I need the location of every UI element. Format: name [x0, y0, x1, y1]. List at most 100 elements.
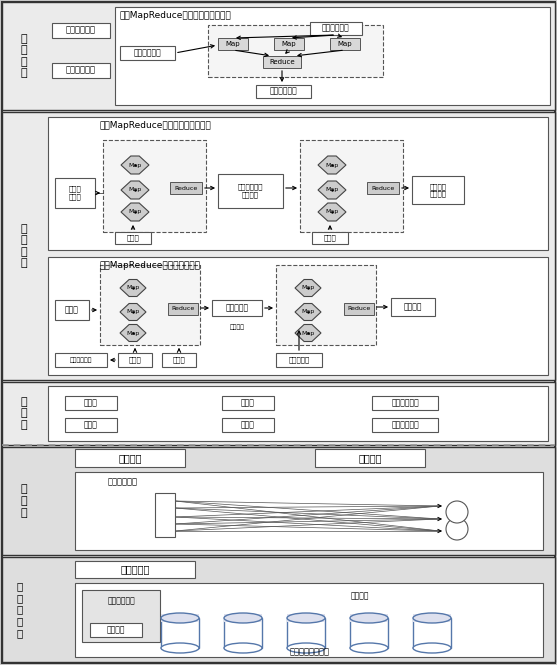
FancyBboxPatch shape — [2, 382, 555, 445]
Polygon shape — [318, 156, 346, 174]
FancyBboxPatch shape — [65, 396, 117, 410]
Polygon shape — [121, 156, 149, 174]
FancyBboxPatch shape — [330, 38, 360, 50]
Text: Reduce: Reduce — [269, 59, 295, 65]
Ellipse shape — [161, 643, 199, 653]
Text: 网络资源: 网络资源 — [107, 626, 125, 634]
Text: Map: Map — [325, 209, 339, 215]
Text: 测试集: 测试集 — [126, 235, 139, 241]
Text: 资源管理: 资源管理 — [358, 453, 382, 463]
FancyBboxPatch shape — [344, 303, 374, 315]
Text: 基于MapReduce免疫网络的构建: 基于MapReduce免疫网络的构建 — [100, 261, 201, 271]
Text: 成熟检
测器集: 成熟检 测器集 — [69, 186, 81, 200]
Text: Map: Map — [128, 209, 141, 215]
Text: 交叉变异: 交叉变异 — [229, 325, 245, 330]
Text: 基于MapReduce免疫网络的病毒检测: 基于MapReduce免疫网络的病毒检测 — [120, 11, 232, 21]
Text: 并行数据处理: 并行数据处理 — [108, 477, 138, 487]
Text: 硬件基础设施: 硬件基础设施 — [107, 597, 135, 606]
FancyBboxPatch shape — [100, 265, 200, 345]
FancyBboxPatch shape — [287, 614, 325, 622]
Text: 免疫网络: 免疫网络 — [404, 303, 422, 311]
FancyBboxPatch shape — [115, 7, 550, 105]
FancyBboxPatch shape — [52, 63, 110, 78]
FancyBboxPatch shape — [263, 56, 301, 68]
Text: Reduce: Reduce — [172, 307, 194, 311]
Text: Reduce: Reduce — [174, 186, 198, 190]
Text: 基
础
设
施
层: 基 础 设 施 层 — [17, 581, 23, 638]
Circle shape — [446, 501, 468, 523]
Text: 细
胞
库: 细 胞 库 — [21, 397, 27, 430]
Text: 基于MapReduce免疫网络的动态平衡: 基于MapReduce免疫网络的动态平衡 — [100, 122, 212, 130]
Text: Map: Map — [325, 162, 339, 168]
Text: 免
疫
网
络: 免 疫 网 络 — [21, 223, 27, 269]
FancyBboxPatch shape — [75, 449, 185, 467]
FancyBboxPatch shape — [372, 418, 438, 432]
Polygon shape — [295, 325, 321, 342]
Text: 未成熟检测器: 未成熟检测器 — [70, 357, 92, 363]
FancyBboxPatch shape — [168, 303, 198, 315]
Ellipse shape — [350, 613, 388, 623]
Text: 虚拟化服务: 虚拟化服务 — [120, 564, 150, 574]
Text: Map: Map — [325, 188, 339, 192]
Ellipse shape — [224, 643, 262, 653]
FancyBboxPatch shape — [103, 140, 206, 232]
FancyBboxPatch shape — [412, 176, 464, 204]
Text: 自我集: 自我集 — [84, 398, 98, 408]
Text: 病
毒
检
测: 病 毒 检 测 — [21, 34, 27, 78]
Text: Map: Map — [128, 188, 141, 192]
Text: 任务调度: 任务调度 — [118, 453, 141, 463]
FancyBboxPatch shape — [55, 300, 89, 320]
Text: Map: Map — [126, 285, 140, 291]
Text: 记忆检测器集: 记忆检测器集 — [133, 49, 161, 57]
FancyBboxPatch shape — [391, 298, 435, 316]
Ellipse shape — [413, 613, 451, 623]
Text: Map: Map — [282, 41, 296, 47]
FancyBboxPatch shape — [312, 232, 348, 244]
Polygon shape — [120, 279, 146, 297]
FancyBboxPatch shape — [350, 614, 388, 622]
Text: 成熟检测器: 成熟检测器 — [289, 356, 310, 363]
Text: Map: Map — [338, 41, 353, 47]
Polygon shape — [318, 181, 346, 199]
FancyBboxPatch shape — [82, 590, 160, 642]
Text: 可疑样本文件: 可疑样本文件 — [322, 23, 350, 33]
FancyBboxPatch shape — [48, 257, 548, 375]
Polygon shape — [121, 203, 149, 221]
FancyBboxPatch shape — [161, 614, 199, 622]
FancyBboxPatch shape — [300, 140, 403, 232]
FancyBboxPatch shape — [120, 46, 175, 60]
Ellipse shape — [224, 613, 262, 623]
FancyBboxPatch shape — [90, 623, 142, 637]
Polygon shape — [295, 279, 321, 297]
Text: Map: Map — [301, 285, 315, 291]
Text: 记忆检测器集: 记忆检测器集 — [391, 420, 419, 430]
Text: Map: Map — [128, 162, 141, 168]
FancyBboxPatch shape — [350, 618, 388, 648]
Text: 成熟检测器集: 成熟检测器集 — [391, 398, 419, 408]
FancyBboxPatch shape — [256, 85, 311, 98]
FancyBboxPatch shape — [75, 583, 543, 657]
FancyBboxPatch shape — [2, 557, 555, 662]
FancyBboxPatch shape — [287, 618, 325, 648]
FancyBboxPatch shape — [48, 117, 548, 250]
FancyBboxPatch shape — [372, 396, 438, 410]
Polygon shape — [318, 203, 346, 221]
FancyBboxPatch shape — [52, 23, 110, 38]
FancyBboxPatch shape — [413, 614, 451, 622]
Text: 平
台
层: 平 台 层 — [21, 484, 27, 517]
FancyBboxPatch shape — [55, 178, 95, 208]
Text: 数据中心物理设备: 数据中心物理设备 — [290, 647, 330, 656]
Text: Map: Map — [226, 41, 240, 47]
Text: 输出记忆
检测器集: 输出记忆 检测器集 — [429, 183, 447, 197]
FancyBboxPatch shape — [2, 447, 555, 555]
FancyBboxPatch shape — [118, 353, 152, 367]
Circle shape — [446, 518, 468, 540]
FancyBboxPatch shape — [161, 618, 199, 648]
Ellipse shape — [413, 643, 451, 653]
FancyBboxPatch shape — [224, 614, 262, 622]
FancyBboxPatch shape — [162, 353, 196, 367]
FancyBboxPatch shape — [2, 112, 555, 380]
FancyBboxPatch shape — [55, 353, 107, 367]
Text: Map: Map — [126, 309, 140, 315]
Text: Reduce: Reduce — [372, 186, 394, 190]
